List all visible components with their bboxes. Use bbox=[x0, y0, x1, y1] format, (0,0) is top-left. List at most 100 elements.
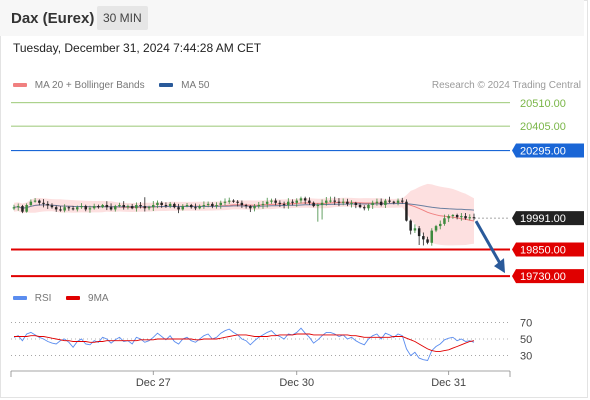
candle-body bbox=[50, 205, 54, 208]
time-axis-label: Dec 31 bbox=[431, 377, 466, 389]
candle-body bbox=[223, 201, 227, 203]
candle-body bbox=[375, 201, 379, 203]
candle-body bbox=[198, 206, 201, 209]
candle-body bbox=[232, 200, 235, 202]
candle-body bbox=[333, 200, 336, 202]
candle-body bbox=[38, 200, 41, 203]
candle-body bbox=[46, 203, 49, 206]
candle-body bbox=[413, 228, 417, 231]
candle-body bbox=[422, 236, 425, 240]
bollinger-band-fill bbox=[14, 183, 474, 246]
candle-body bbox=[367, 205, 370, 209]
candle-body bbox=[80, 206, 83, 208]
candle-body bbox=[472, 217, 476, 219]
rsi-line bbox=[13, 327, 475, 362]
bollinger-bands bbox=[14, 183, 474, 246]
candle-body bbox=[270, 200, 273, 202]
instrument-title: Dax (Eurex) bbox=[11, 10, 95, 27]
candle-body bbox=[295, 200, 298, 203]
forecast-arrow-head bbox=[494, 258, 505, 274]
candle-body bbox=[278, 202, 282, 204]
candle-body bbox=[25, 205, 28, 212]
level-label: 20405.00 bbox=[520, 121, 566, 133]
candle-body bbox=[152, 205, 155, 208]
candle-body bbox=[109, 207, 113, 210]
candle-body bbox=[139, 205, 142, 207]
candle-body bbox=[320, 202, 324, 205]
candle-body bbox=[147, 207, 151, 209]
level-tag-current bbox=[512, 211, 584, 226]
legend-label-rsi: RSI bbox=[34, 293, 52, 304]
candle-body bbox=[215, 205, 218, 207]
level-lines bbox=[11, 102, 510, 278]
candle-body bbox=[105, 205, 109, 208]
9ma-swatch bbox=[66, 296, 81, 301]
time-axis-label: Dec 27 bbox=[136, 377, 171, 389]
candle-body bbox=[261, 203, 265, 205]
time-axis: Dec 27 Dec 30 Dec 31 bbox=[10, 370, 511, 389]
legend-item-9ma: 9MA bbox=[66, 293, 109, 304]
level-tag-pivot bbox=[512, 143, 584, 158]
candle-body bbox=[42, 202, 45, 204]
legend-label-9ma: 9MA bbox=[88, 293, 109, 304]
moving-averages bbox=[13, 201, 475, 222]
candle-body bbox=[54, 207, 58, 210]
candle-body bbox=[59, 209, 62, 211]
credit-label: Research © 2024 Trading Central bbox=[431, 80, 581, 91]
candle-body bbox=[299, 198, 303, 201]
forecast-arrow-shaft bbox=[474, 220, 503, 266]
level-tag-support bbox=[512, 269, 584, 284]
candle-body bbox=[312, 202, 315, 207]
level-tag-support bbox=[512, 242, 584, 257]
level-label: 20295.00 bbox=[520, 146, 566, 158]
candlesticks bbox=[12, 196, 476, 246]
level-label: 20510.00 bbox=[520, 98, 566, 110]
candle-body bbox=[236, 201, 239, 203]
candle-body bbox=[135, 205, 138, 209]
level-label: 19730.00 bbox=[520, 271, 566, 283]
rsi-swatch bbox=[13, 296, 27, 301]
candle-body bbox=[371, 202, 374, 205]
candle-body bbox=[430, 230, 433, 243]
timeframe-badge[interactable]: 30 MIN bbox=[97, 6, 148, 30]
candle-body bbox=[206, 203, 210, 205]
candle-body bbox=[303, 198, 307, 201]
datetime-label: Tuesday, December 31, 2024 7:44:28 AM CE… bbox=[13, 41, 262, 55]
candle-body bbox=[396, 200, 400, 203]
candle-body bbox=[287, 201, 290, 205]
candle-body bbox=[329, 200, 332, 202]
level-label: 19850.00 bbox=[520, 244, 566, 256]
candle-body bbox=[392, 201, 396, 203]
candle-body bbox=[84, 206, 87, 210]
candle-body bbox=[185, 205, 189, 207]
candle-body bbox=[350, 202, 353, 204]
candle-body bbox=[455, 215, 459, 218]
candle-body bbox=[265, 201, 269, 204]
candle-body bbox=[384, 200, 387, 205]
candle-body bbox=[17, 206, 20, 208]
price-legend: MA 20 + Bollinger Bands MA 50 bbox=[13, 80, 222, 91]
candle-body bbox=[168, 203, 172, 207]
candle-body bbox=[160, 202, 163, 205]
candle-body bbox=[97, 206, 100, 208]
candle-body bbox=[447, 216, 450, 219]
candle-body bbox=[173, 203, 176, 208]
candle-body bbox=[33, 200, 37, 202]
candle-body bbox=[67, 207, 71, 209]
candle-body bbox=[240, 202, 244, 205]
candle-body bbox=[63, 207, 66, 211]
candle-body bbox=[363, 207, 366, 209]
candle-body bbox=[130, 206, 134, 209]
time-axis-label: Dec 30 bbox=[279, 377, 314, 389]
ma50-swatch bbox=[159, 83, 174, 88]
header-bar: Dax (Eurex) 30 MIN bbox=[0, 0, 584, 36]
candle-body bbox=[21, 206, 24, 212]
candle-body bbox=[460, 216, 463, 218]
candle-body bbox=[253, 206, 256, 209]
candle-body bbox=[468, 217, 471, 219]
candle-body bbox=[282, 203, 286, 205]
candle-body bbox=[126, 206, 130, 208]
candle-body bbox=[341, 201, 345, 203]
candle-body bbox=[316, 205, 320, 207]
